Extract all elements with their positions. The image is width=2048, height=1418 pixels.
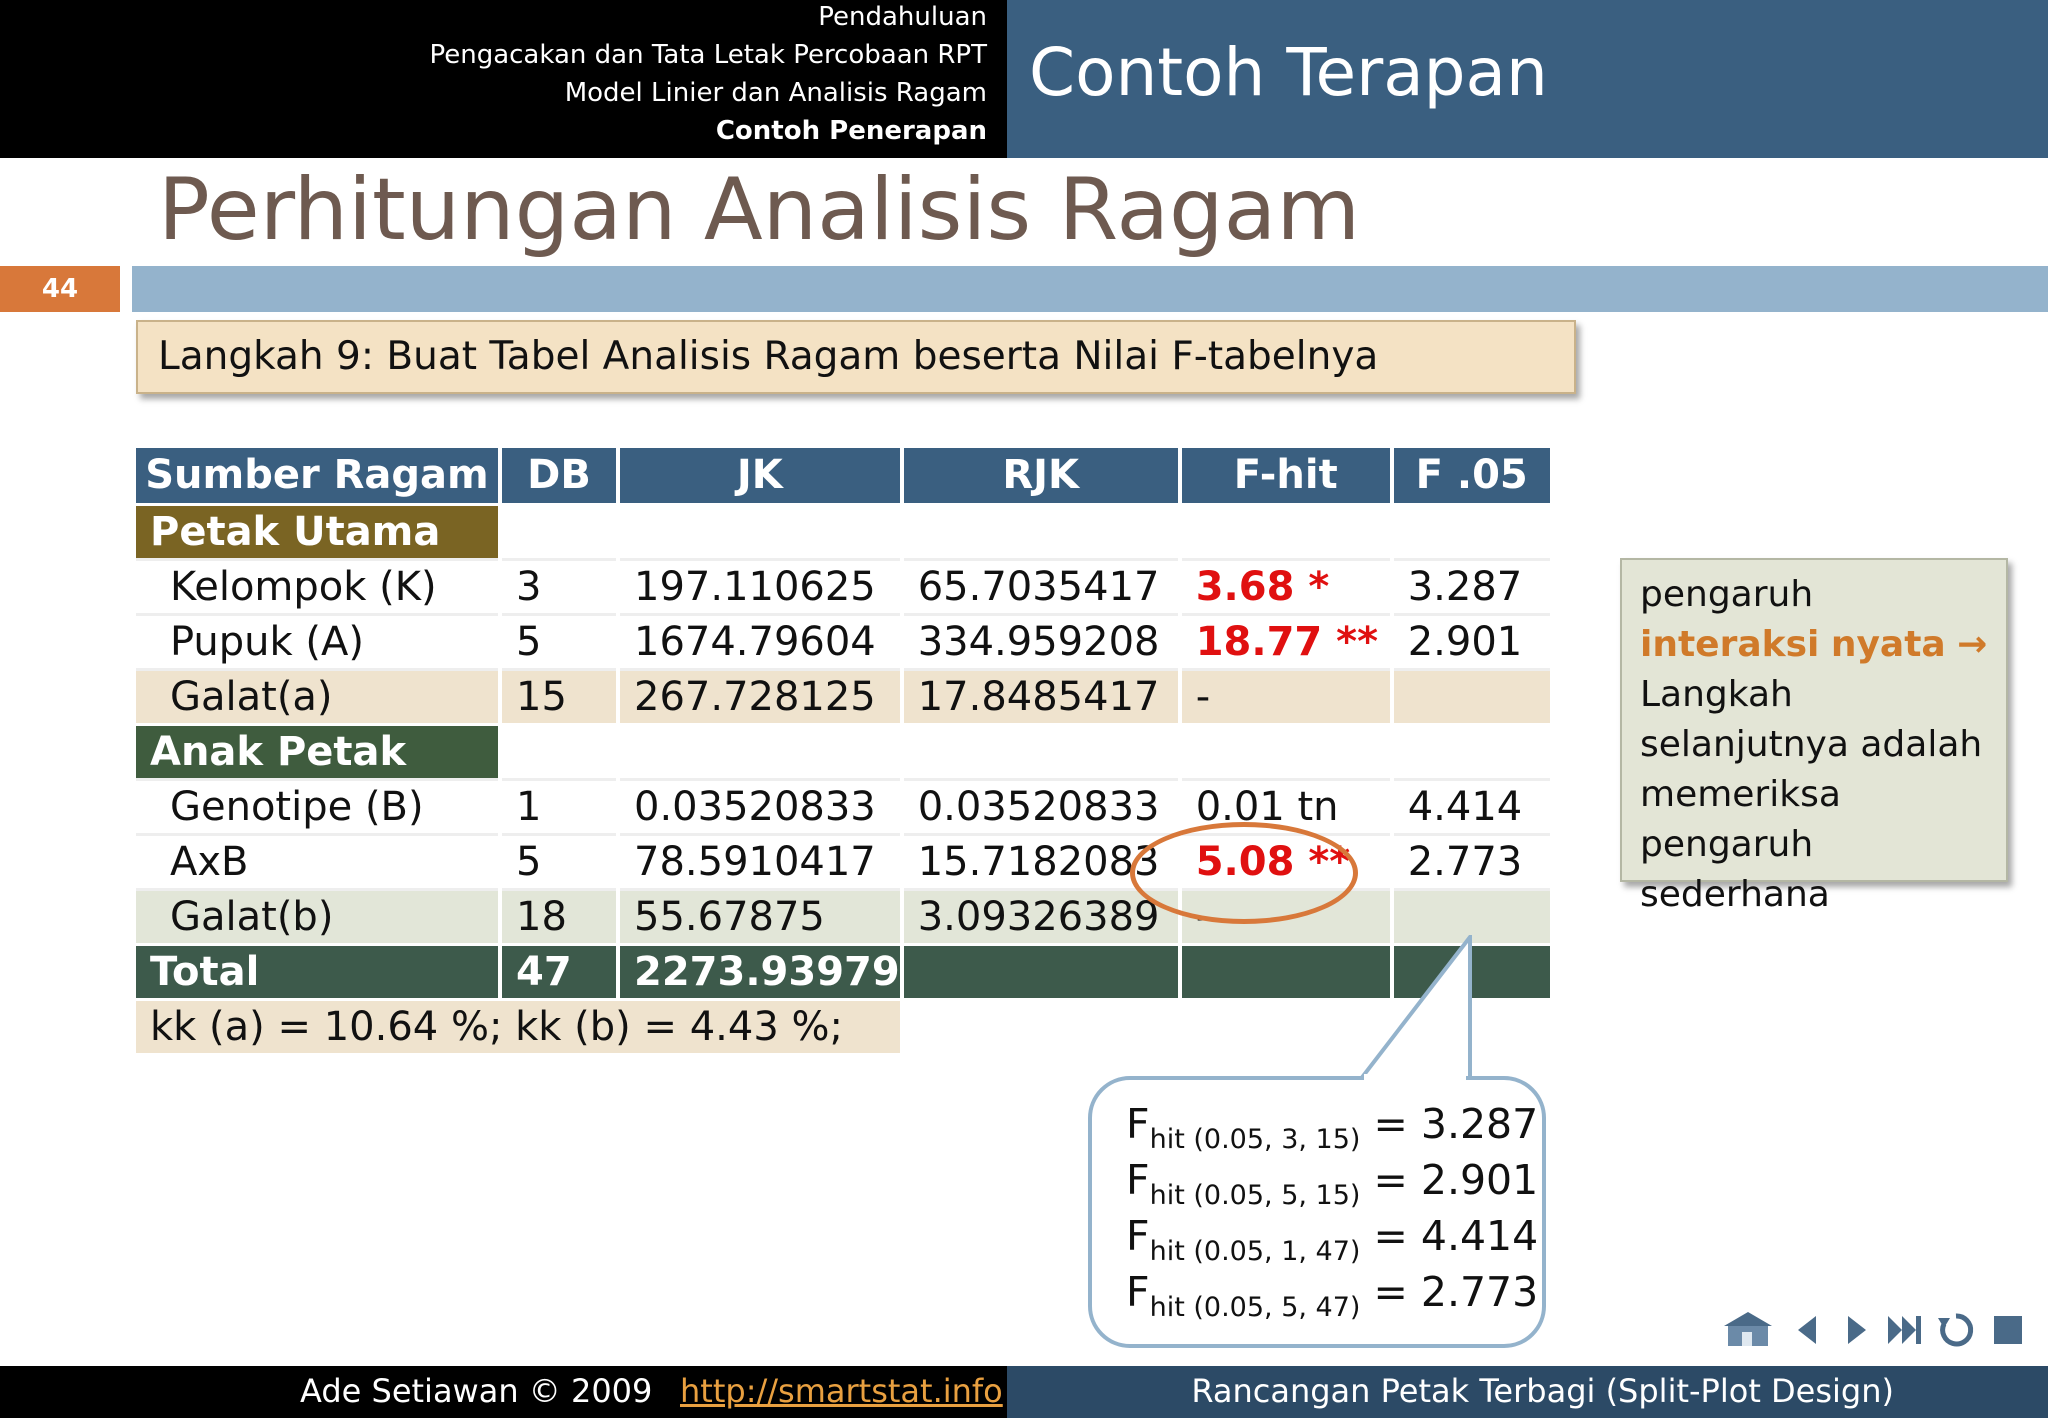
note-highlight: nyata [1830,624,1946,665]
group-label: Anak Petak [136,724,502,781]
column-header: RJK [901,448,1182,506]
nav-item-pengacakan[interactable]: Pengacakan dan Tata Letak Percobaan RPT [429,40,987,70]
column-header: JK [618,448,904,506]
rjk-cell: 334.959208 [901,614,1182,671]
kk-row: kk (a) = 10.64 %; kk (b) = 4.43 %; [136,999,1554,1056]
note-highlight: interaksi [1640,624,1820,665]
nav-item-model-linier[interactable]: Model Linier dan Analisis Ragam [564,78,987,108]
home-icon[interactable] [1722,1310,1778,1350]
slide-number-badge: 44 [0,266,120,312]
title-underline-bar [132,266,2048,312]
jk-cell: 0.03520833 [618,779,904,836]
jk-cell: 1674.79604 [618,614,904,671]
interaction-note-box: pengaruh interaksi nyata → Langkah selan… [1620,558,2008,915]
column-header: F .05 [1391,448,1554,506]
db-cell: 15 [500,669,620,726]
total-row: Total 47 2273.93979 [136,944,1554,1001]
footer-course-title: Rancangan Petak Terbagi (Split-Plot Desi… [1191,1372,1894,1410]
kk-cell: kk (a) = 10.64 %; kk (b) = 4.43 %; [136,999,904,1056]
f05-cell: 2.773 [1391,834,1554,891]
nav-item-pendahuluan[interactable]: Pendahuluan [818,2,987,32]
footer-right: Rancangan Petak Terbagi (Split-Plot Desi… [1007,1366,2048,1418]
f-table-line: Fhit (0.05, 5, 47) = 2.773 [1126,1268,1539,1323]
f05-cell: 2.901 [1391,614,1554,671]
db-cell: 3 [500,559,620,616]
f-table-line: Fhit (0.05, 5, 15) = 2.901 [1126,1156,1539,1211]
rjk-cell: 0.03520833 [901,779,1182,836]
f05-cell: 4.414 [1391,779,1554,836]
table-row: Genotipe (B) 1 0.03520833 0.03520833 0.0… [136,779,1554,836]
highlight-oval [1130,822,1358,924]
rjk-cell: 65.7035417 [901,559,1182,616]
fhit-cell: 3.68 * [1179,559,1394,616]
column-header: DB [500,448,620,506]
f05-cell: 3.287 [1391,559,1554,616]
header-navigation-panel: Pendahuluan Pengacakan dan Tata Letak Pe… [0,0,1007,158]
jk-cell: 2273.93979 [618,944,904,1001]
arrow-right-icon: → [1957,624,1988,665]
previous-icon[interactable] [1788,1310,1828,1350]
page-title: Perhitungan Analisis Ragam [158,160,1361,260]
db-cell: 18 [500,889,620,946]
header-section-panel: Contoh Terapan [1007,0,2048,158]
db-cell: 5 [500,834,620,891]
rjk-cell: 17.8485417 [901,669,1182,726]
source-cell: Kelompok (K) [136,559,502,616]
callout-pointer [1355,935,1472,1082]
nav-item-contoh-penerapan[interactable]: Contoh Penerapan [715,116,987,146]
table-row: Pupuk (A) 5 1674.79604 334.959208 18.77 … [136,614,1554,671]
f-table-callout: Fhit (0.05, 3, 15) = 3.287 Fhit (0.05, 5… [1088,1076,1546,1348]
table-row: Kelompok (K) 3 197.110625 65.7035417 3.6… [136,559,1554,616]
note-text: Langkah selanjutnya adalah memeriksa pen… [1640,674,1983,915]
return-icon[interactable] [1936,1310,1976,1350]
footer-left: Ade Setiawan © 2009 http://smartstat.inf… [0,1366,1007,1418]
column-header: F-hit [1179,448,1394,506]
db-cell: 1 [500,779,620,836]
jk-cell: 197.110625 [618,559,904,616]
source-cell: AxB [136,834,502,891]
jk-cell: 267.728125 [618,669,904,726]
source-cell: Galat(a) [136,669,502,726]
fhit-cell: 18.77 ** [1179,614,1394,671]
table-header-row: Sumber Ragam DB JK RJK F-hit F .05 [136,448,1554,506]
db-cell: 5 [500,614,620,671]
footer-author: Ade Setiawan © 2009 [300,1372,653,1410]
fhit-cell: - [1179,669,1394,726]
source-cell: Genotipe (B) [136,779,502,836]
step-instruction-box: Langkah 9: Buat Tabel Analisis Ragam bes… [136,320,1576,394]
group-row-main-plot: Petak Utama [136,504,1554,561]
rjk-cell: 3.09326389 [901,889,1182,946]
f-table-line: Fhit (0.05, 3, 15) = 3.287 [1126,1100,1539,1155]
next-icon[interactable] [1836,1310,1876,1350]
jk-cell: 78.5910417 [618,834,904,891]
group-label: Petak Utama [136,504,502,561]
column-header: Sumber Ragam [136,448,502,506]
source-cell: Pupuk (A) [136,614,502,671]
source-cell: Galat(b) [136,889,502,946]
group-row-sub-plot: Anak Petak [136,724,1554,781]
f05-cell [1391,889,1554,946]
footer-link[interactable]: http://smartstat.info [680,1372,1003,1410]
section-title: Contoh Terapan [1029,34,1548,111]
jk-cell: 55.67875 [618,889,904,946]
note-text: pengaruh [1640,574,1814,615]
source-cell: Total [136,944,502,1001]
last-slide-icon[interactable] [1884,1310,1924,1350]
end-icon[interactable] [1988,1310,2028,1350]
db-cell: 47 [500,944,620,1001]
f05-cell [1391,669,1554,726]
table-row: Galat(a) 15 267.728125 17.8485417 - [136,669,1554,726]
f-table-line: Fhit (0.05, 1, 47) = 4.414 [1126,1212,1539,1267]
